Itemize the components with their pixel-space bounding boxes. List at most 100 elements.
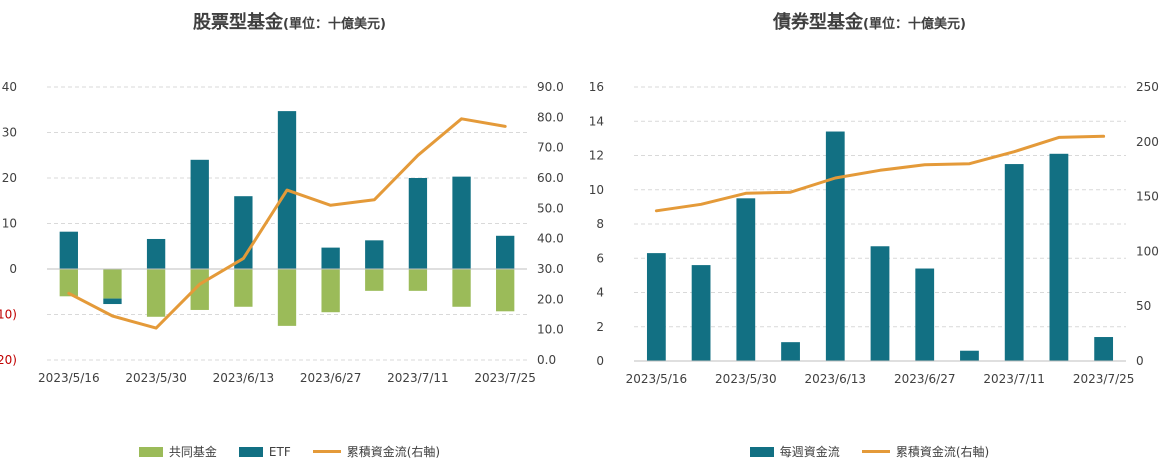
- bond-y-tick-label: 16: [589, 80, 604, 94]
- equity-y-tick-label: 20: [2, 171, 17, 185]
- bond-bar-weekly-flow: [781, 342, 800, 361]
- equity-bar-etf: [59, 231, 78, 269]
- equity-bar-mutual-fund: [146, 269, 166, 317]
- equity-legend-item: ETF: [238, 444, 291, 459]
- equity-bar-etf: [190, 159, 209, 269]
- bond-cumulative-line: [654, 134, 1106, 213]
- bond-bar-weekly-flow: [736, 198, 756, 361]
- bond-legend-label: 每週資金流: [779, 445, 840, 459]
- equity-legend-swatch: [138, 446, 163, 457]
- bond-y-tick-label: 6: [596, 251, 604, 265]
- equity-fund-chart: (20) (10) 0 10 20 30 40 0.0 10.0 20.0 30.0 40.0 50.0…: [0, 80, 564, 385]
- equity-y-tick-label: (20): [0, 353, 17, 367]
- equity-bar-etf: [146, 238, 166, 269]
- equity-fund-panel: 股票型基金(單位：十億美元) (20) (10) 0 10 20 30 40 0.0 10.0 2…: [0, 0, 579, 460]
- equity-y2-tick-label: 10.0: [537, 323, 564, 337]
- bond-bar-weekly-flow: [825, 131, 845, 361]
- equity-bar-mutual-fund: [321, 269, 340, 313]
- equity-legend-label: ETF: [268, 444, 291, 459]
- equity-bar-etf: [365, 240, 384, 269]
- bond-title-main: 債券型基金: [773, 12, 864, 33]
- equity-y2-tick-label: 60.0: [537, 171, 564, 185]
- bond-y2-tick-label: 150: [1136, 190, 1159, 204]
- bond-legend-swatch: [861, 450, 890, 453]
- equity-bar-etf: [408, 178, 428, 269]
- equity-bar-etf: [321, 247, 340, 269]
- equity-y2-tick-label: 50.0: [537, 201, 564, 215]
- bond-x-tick-label: 2023/7/11: [983, 372, 1045, 386]
- equity-y2-tick-label: 30.0: [537, 262, 564, 276]
- bond-title-unit: (單位：十億美元): [863, 17, 966, 32]
- bond-y2-tick-label: 0: [1136, 354, 1144, 368]
- bond-y-tick-label: 10: [589, 183, 604, 197]
- equity-x-tick-label: 2023/6/13: [213, 371, 275, 385]
- bond-bar-weekly-flow: [1049, 153, 1069, 361]
- equity-y2-tick-label: 40.0: [537, 232, 564, 246]
- bond-fund-panel: 債券型基金(單位：十億美元) 0 2 4 6 8 10 12 14 16 0 50 100 150 200…: [580, 0, 1159, 460]
- equity-bar-mutual-fund: [408, 269, 428, 291]
- bond-chart-legend: 每週資金流 累積資金流(右軸): [580, 443, 1159, 460]
- equity-y2-tick-label: 0.0: [537, 353, 556, 367]
- equity-y2-tick-label: 20.0: [537, 292, 564, 306]
- equity-bar-mutual-fund: [452, 269, 471, 307]
- bond-legend-item: 累積資金流(右軸): [861, 443, 990, 460]
- equity-bar-mutual-fund: [277, 269, 297, 326]
- equity-legend-item: 共同基金: [138, 443, 217, 460]
- bond-y2-tick-label: 200: [1136, 135, 1159, 149]
- bond-y-tick-label: 0: [596, 354, 604, 368]
- equity-y2-tick-label: 70.0: [537, 141, 564, 155]
- equity-bar-mutual-fund: [496, 269, 515, 312]
- bond-x-tick-label: 2023/6/27: [894, 372, 956, 386]
- equity-x-tick-label: 2023/5/30: [125, 371, 187, 385]
- equity-bar-mutual-fund: [365, 269, 384, 291]
- equity-x-tick-label: 2023/7/25: [474, 371, 536, 385]
- equity-legend-label: 累積資金流(右軸): [346, 445, 441, 459]
- bond-legend-item: 每週資金流: [749, 443, 840, 460]
- bond-y-tick-label: 12: [589, 149, 604, 163]
- equity-bar-etf: [103, 298, 122, 305]
- bond-bar-weekly-flow: [915, 268, 935, 361]
- bond-y-tick-label: 4: [596, 286, 604, 300]
- bond-legend-label: 累積資金流(右軸): [895, 445, 990, 459]
- equity-x-tick-label: 2023/6/27: [300, 371, 362, 385]
- bond-x-tick-label: 2023/5/30: [715, 372, 777, 386]
- bond-y-tick-label: 8: [596, 217, 604, 231]
- equity-title-unit: (單位：十億美元): [283, 17, 386, 32]
- bond-y-tick-label: 2: [596, 320, 604, 334]
- equity-y-tick-label: 30: [2, 126, 17, 140]
- equity-cumulative-line: [67, 117, 507, 330]
- equity-x-tick-label: 2023/7/11: [387, 371, 449, 385]
- bond-x-tick-label: 2023/6/13: [805, 372, 867, 386]
- bond-chart-title: 債券型基金(單位：十億美元): [580, 8, 1159, 34]
- equity-legend-item: 累積資金流(右軸): [312, 443, 441, 460]
- bond-x-tick-label: 2023/7/25: [1073, 372, 1135, 386]
- bond-y-tick-label: 14: [589, 114, 604, 128]
- equity-x-tick-label: 2023/5/16: [38, 371, 100, 385]
- equity-legend-label: 共同基金: [168, 445, 217, 459]
- equity-bar-mutual-fund: [190, 269, 209, 310]
- bond-y2-tick-label: 250: [1136, 80, 1159, 94]
- equity-bar-etf: [496, 235, 515, 269]
- equity-y2-tick-label: 90.0: [537, 80, 564, 94]
- equity-title-main: 股票型基金: [193, 12, 284, 33]
- bond-bar-weekly-flow: [1004, 164, 1024, 361]
- equity-y-tick-label: 10: [2, 217, 17, 231]
- equity-legend-swatch: [312, 450, 341, 453]
- bond-bar-weekly-flow: [1094, 337, 1114, 361]
- equity-y-tick-label: (10): [0, 308, 17, 322]
- bond-bar-weekly-flow: [870, 246, 890, 361]
- equity-legend-swatch: [238, 446, 263, 457]
- equity-y-tick-label: 0: [9, 262, 17, 276]
- bond-legend-swatch: [749, 446, 774, 457]
- bond-bar-weekly-flow: [960, 350, 979, 361]
- bond-x-tick-label: 2023/5/16: [626, 372, 688, 386]
- equity-chart-title: 股票型基金(單位：十億美元): [0, 8, 579, 34]
- equity-y2-tick-label: 80.0: [537, 110, 564, 124]
- bond-y2-tick-label: 100: [1136, 244, 1159, 258]
- bond-bar-weekly-flow: [646, 253, 666, 361]
- equity-bar-mutual-fund: [103, 269, 122, 299]
- bond-bar-weekly-flow: [691, 265, 711, 361]
- equity-bar-mutual-fund: [234, 269, 253, 307]
- equity-chart-legend: 共同基金 ETF 累積資金流(右軸): [0, 443, 579, 460]
- equity-bar-etf: [452, 176, 471, 269]
